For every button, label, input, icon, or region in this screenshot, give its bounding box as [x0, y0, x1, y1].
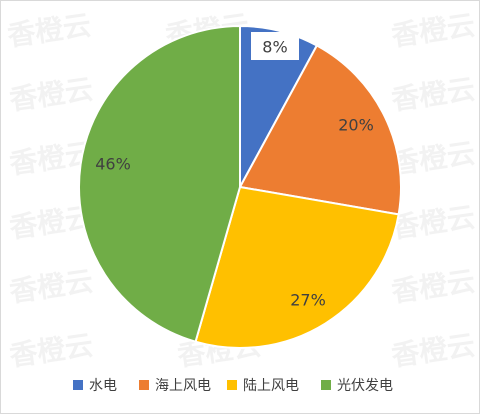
legend-swatch-3 — [227, 380, 237, 390]
legend-swatch-2 — [139, 380, 149, 390]
slice-label-4: 46% — [95, 155, 131, 174]
slice-label-1: 8% — [262, 38, 287, 57]
legend-swatch-4 — [321, 380, 331, 390]
legend-swatch-1 — [73, 380, 83, 390]
slice-label-background — [251, 32, 299, 60]
legend-label-2: 海上风电 — [155, 378, 211, 394]
pie-slice-2 — [238, 44, 402, 216]
legend-label-4: 光伏发电 — [337, 378, 393, 394]
legend-label-3: 陆上风电 — [243, 378, 299, 394]
pie-slice-4 — [78, 24, 241, 343]
slice-label-3: 27% — [290, 291, 326, 310]
pie-slice-3 — [194, 185, 400, 349]
slice-label-2: 20% — [338, 116, 374, 135]
legend-label-1: 水电 — [89, 378, 117, 394]
